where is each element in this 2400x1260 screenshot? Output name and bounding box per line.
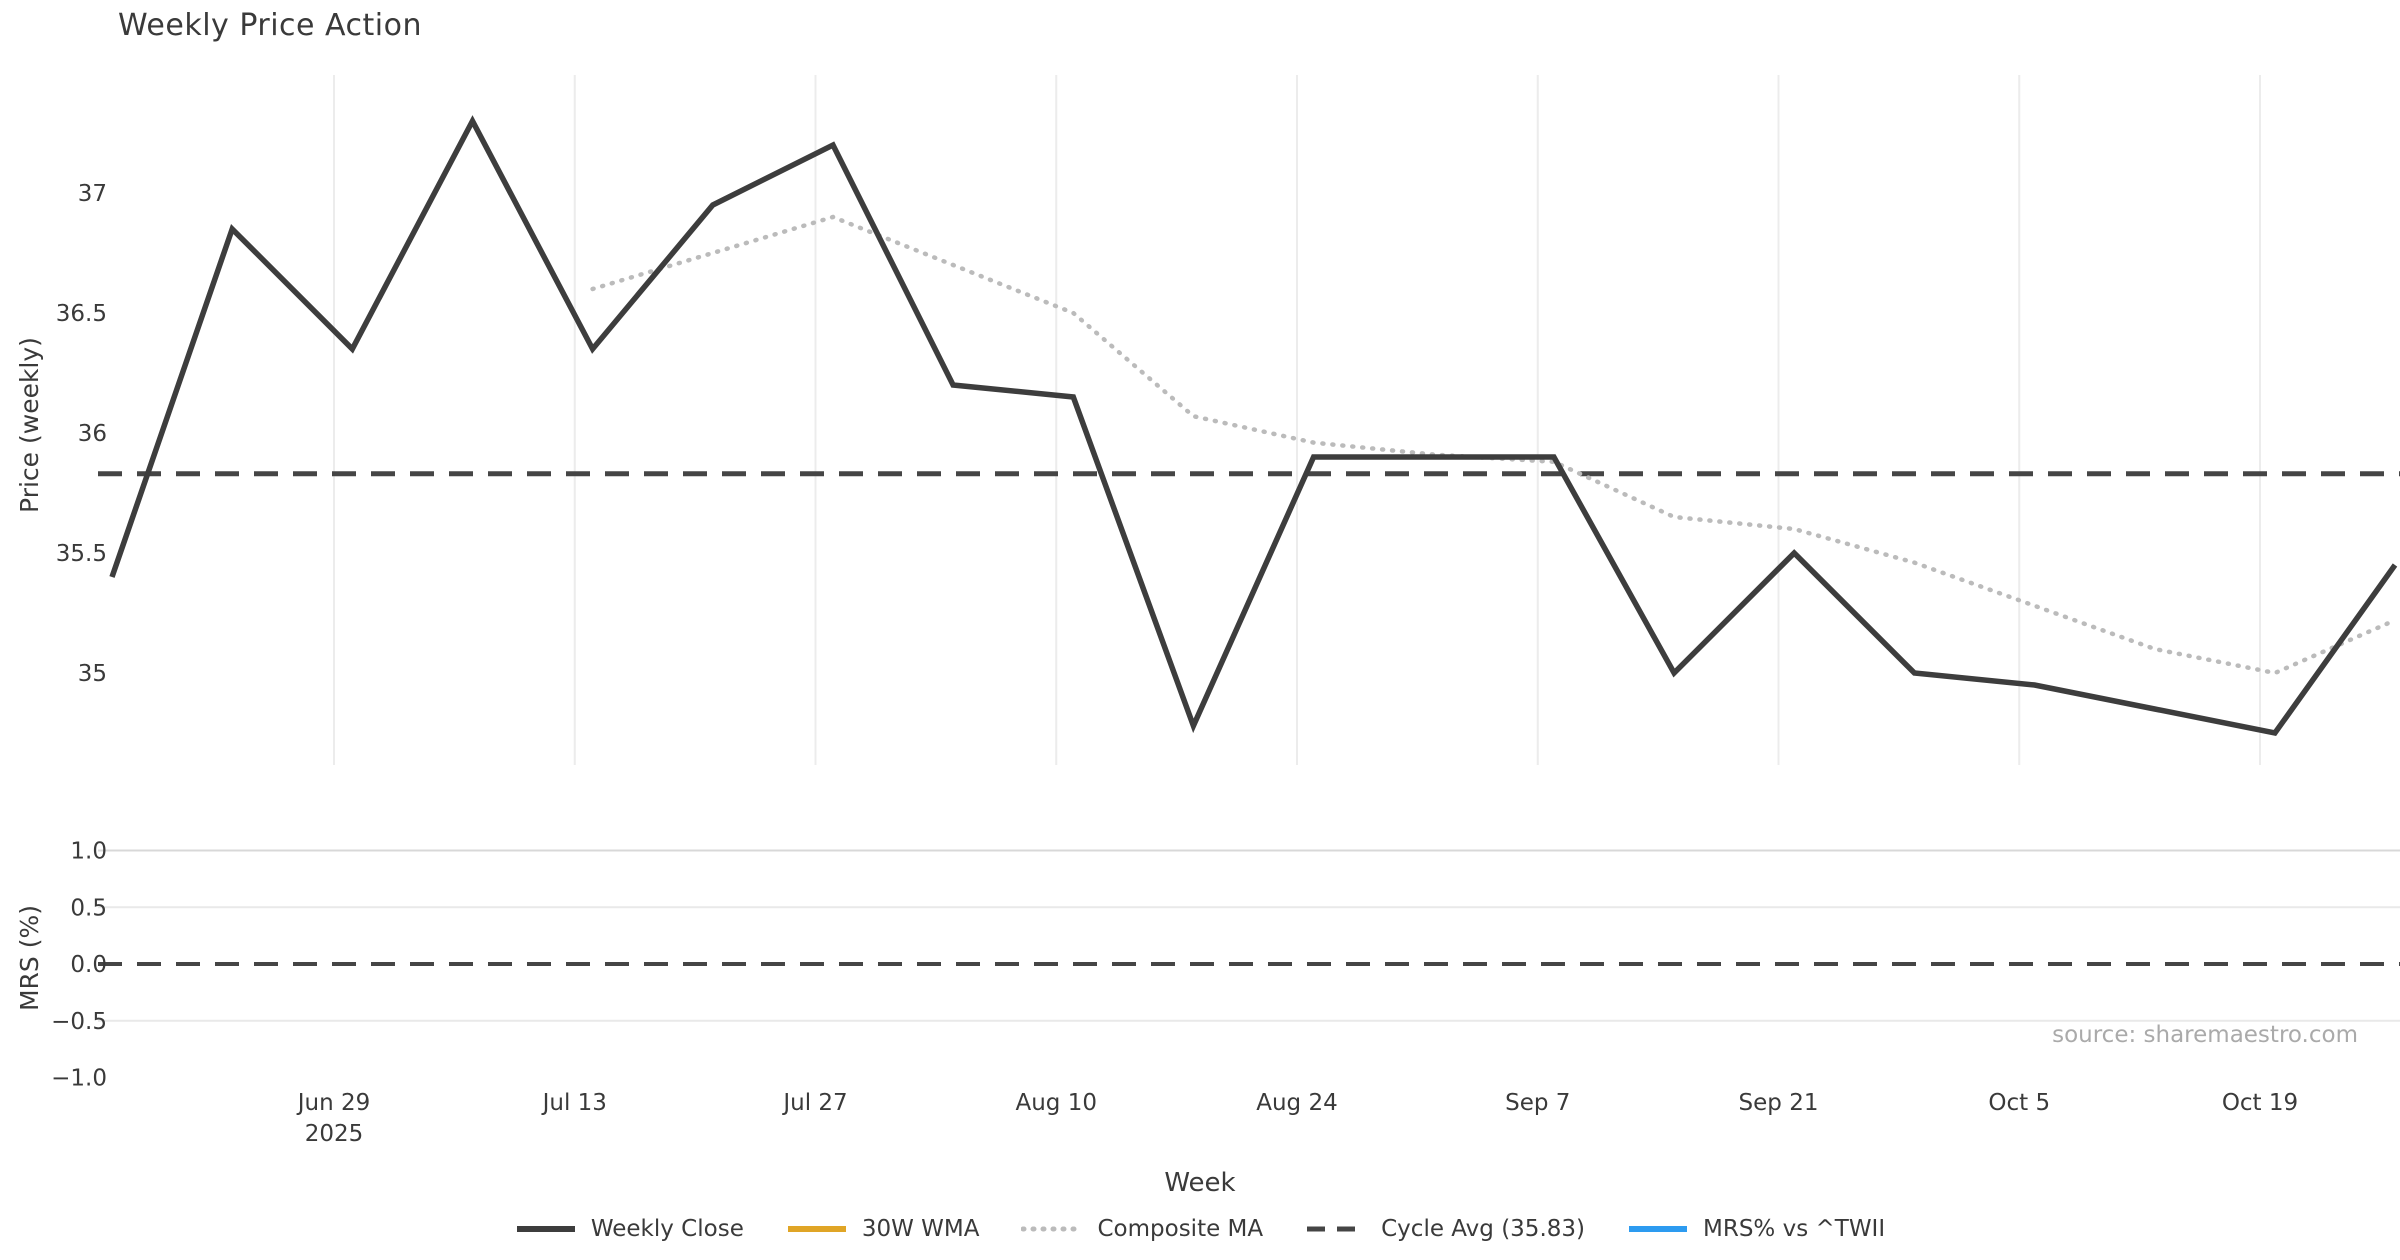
x-tick-label: Aug 24 [1256,1090,1338,1116]
mrs-ytick-label: −0.5 [51,1009,107,1035]
x-tick-label: Sep 21 [1739,1090,1819,1116]
x-axis-title: Week [1164,1168,1236,1198]
price-ytick-label: 36 [78,421,107,447]
price-ytick-label: 35 [78,661,107,687]
chart-title: Weekly Price Action [118,8,422,43]
mrs-ytick-label: −1.0 [51,1066,107,1092]
legend-swatch-solid-icon [787,1226,846,1232]
price-axis-title: Price (weekly) [15,337,44,513]
legend-swatch-dashed-icon [1307,1226,1366,1232]
mrs-ytick-label: 0.0 [70,952,107,978]
price-ytick-label: 35.5 [56,541,107,567]
legend-label: Composite MA [1097,1216,1264,1242]
legend-swatch-solid-icon [516,1226,575,1232]
composite-ma-line [590,214,2398,676]
legend-label: Weekly Close [590,1216,744,1242]
weekly-close-line [109,115,2398,737]
x-tick-label: Oct 19 [2222,1090,2298,1116]
mrs-axis-title: MRS (%) [15,905,44,1011]
legend-label: Cycle Avg (35.83) [1381,1216,1585,1242]
x-tick-sublabel: 2025 [305,1121,364,1147]
legend-label: 30W WMA [861,1216,980,1242]
x-tick-label: Jul 13 [541,1090,607,1116]
x-tick-label: Aug 10 [1016,1090,1098,1116]
x-tick-label: Jun 29 [296,1090,371,1116]
chart-legend: Weekly Close 30W WMA Composite MA Cycle Avg… [0,1216,2400,1242]
legend-swatch-dotted-icon [1021,1226,1084,1232]
legend-item: Weekly Close [515,1216,744,1242]
legend-item: MRS% vs ^TWII [1627,1216,1885,1242]
mrs-ytick-label: 0.5 [70,895,107,921]
source-attribution: source: sharemaestro.com [2052,1022,2358,1048]
legend-item: 30W WMA [786,1216,980,1242]
legend-item: Cycle Avg (35.83) [1305,1216,1585,1242]
x-tick-label: Oct 5 [1988,1090,2050,1116]
price-ytick-label: 36.5 [56,301,107,327]
legend-swatch-solid-icon [1629,1226,1687,1232]
legend-label: MRS% vs ^TWII [1703,1216,1886,1242]
price-ytick-label: 37 [78,181,107,207]
x-tick-label: Sep 7 [1505,1090,1570,1116]
legend-item: Composite MA [1021,1216,1263,1242]
x-tick-label: Jul 27 [781,1090,847,1116]
mrs-ytick-label: 1.0 [70,839,107,865]
